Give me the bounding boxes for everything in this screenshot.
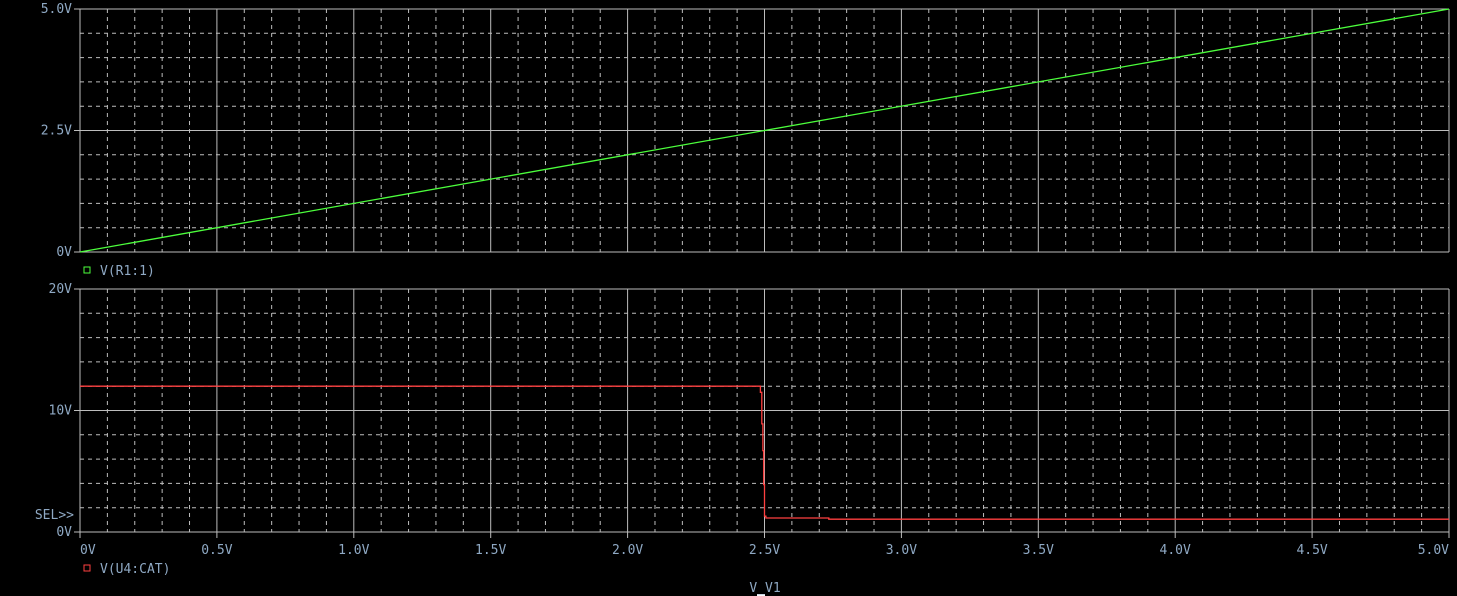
series-trace (79, 8, 1450, 253)
x-tick-label: 1.0V (338, 543, 369, 558)
x-tick-label: 3.0V (886, 543, 917, 558)
y-tick-label: 5.0V (41, 2, 72, 17)
plot-panel-1 (74, 8, 1450, 274)
selected-plot-marker: SEL>> (35, 508, 74, 523)
x-tick-label: 1.5V (475, 543, 506, 558)
y-tick-label: 20V (49, 282, 73, 297)
plot-panel-2 (74, 288, 1450, 596)
x-tick-label: 0.5V (201, 543, 232, 558)
y-tick-label: 0V (56, 525, 72, 540)
legend-marker-icon (83, 564, 91, 572)
legend-label: V(U4:CAT) (100, 562, 170, 577)
x-tick-label: 4.0V (1160, 543, 1191, 558)
x-axis-label: V_V1 (749, 581, 780, 596)
series-trace (80, 385, 1449, 520)
x-tick-label: 2.5V (749, 543, 780, 558)
x-tick-label: 2.0V (612, 543, 643, 558)
cursor-mark (757, 594, 765, 596)
x-tick-label: 3.5V (1023, 543, 1054, 558)
y-tick-label: 2.5V (41, 124, 72, 139)
x-tick-label: 5.0V (1418, 543, 1449, 558)
x-tick-label: 0V (80, 543, 96, 558)
legend-marker-icon (83, 266, 91, 274)
x-tick-label: 4.5V (1296, 543, 1327, 558)
legend-label: V(R1:1) (100, 264, 155, 279)
y-tick-label: 0V (56, 245, 72, 260)
y-tick-label: 10V (49, 404, 73, 419)
